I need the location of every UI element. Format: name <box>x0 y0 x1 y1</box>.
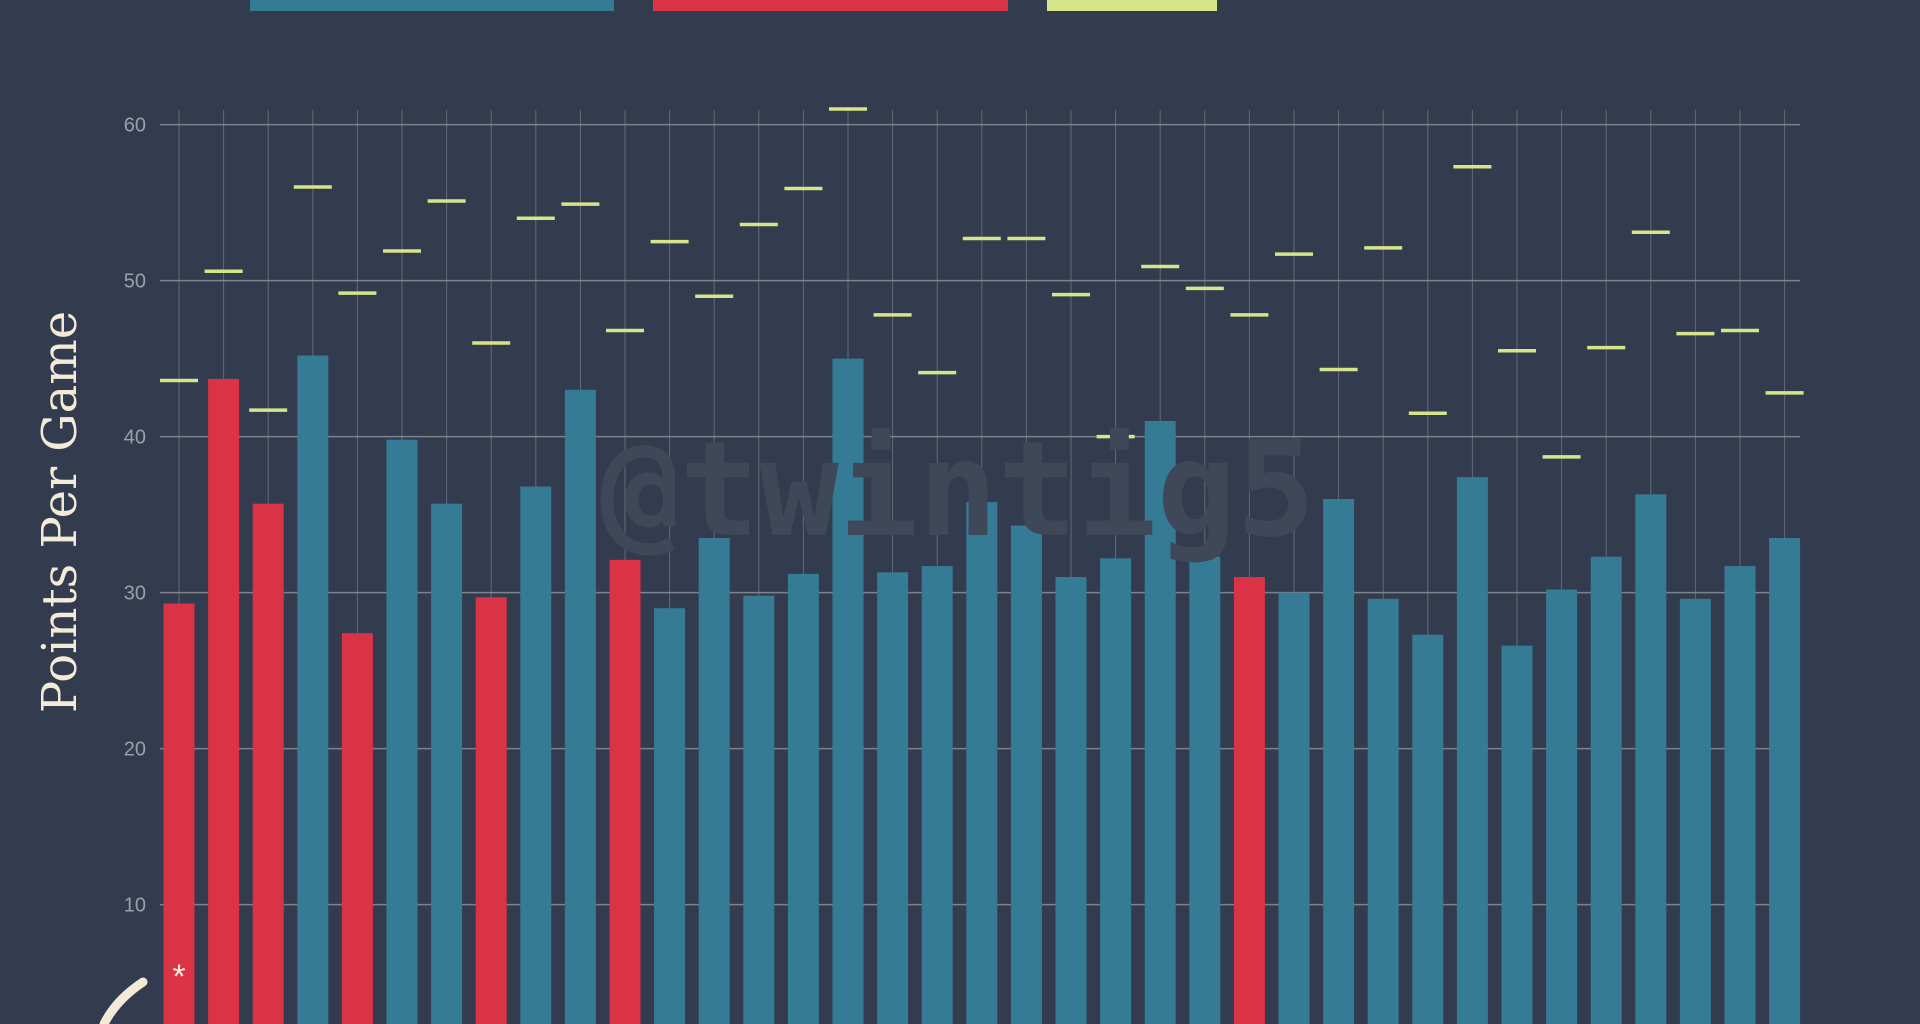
bar <box>1278 592 1310 1024</box>
bar <box>252 503 284 1024</box>
bar <box>787 573 819 1024</box>
bar <box>1233 577 1265 1024</box>
y-tick-label: 40 <box>124 427 146 449</box>
footnote-marker: * <box>172 958 185 996</box>
bar <box>1769 538 1801 1024</box>
bar <box>1456 477 1488 1024</box>
bar <box>1144 421 1176 1024</box>
bar <box>921 566 953 1024</box>
bar <box>564 389 596 1024</box>
legend <box>250 0 1217 11</box>
y-tick-label: 60 <box>124 115 146 137</box>
bar <box>1590 556 1622 1024</box>
y-tick-label: 10 <box>124 895 146 917</box>
bar <box>832 358 864 1024</box>
bar <box>1367 598 1399 1024</box>
y-axis-label: Points Per Game <box>32 311 88 713</box>
bar <box>1679 598 1711 1024</box>
bar <box>1724 566 1756 1024</box>
bar <box>698 538 730 1024</box>
bar <box>743 595 775 1024</box>
y-tick-label: 30 <box>124 583 146 605</box>
bar <box>877 572 909 1024</box>
bar <box>520 486 552 1024</box>
bar <box>1010 525 1042 1024</box>
logo-stroke <box>99 977 148 1024</box>
bar <box>1635 494 1667 1024</box>
bar <box>386 439 418 1024</box>
bar <box>1546 589 1578 1024</box>
bar <box>475 597 507 1024</box>
legend-swatch <box>1047 0 1217 11</box>
legend-swatch <box>250 0 614 11</box>
y-tick-label: 20 <box>124 739 146 761</box>
bar <box>609 559 641 1024</box>
bar <box>1323 499 1355 1024</box>
markers <box>160 107 1804 459</box>
bar <box>341 633 373 1024</box>
bar <box>208 378 240 1024</box>
y-tick-label: 50 <box>124 271 146 293</box>
bar <box>654 608 686 1024</box>
bar <box>163 603 195 1024</box>
bar <box>1412 634 1444 1024</box>
bar <box>1055 577 1087 1024</box>
bars <box>163 355 1801 1024</box>
bar <box>1189 556 1221 1024</box>
watermark: @twintig5 <box>600 413 1315 567</box>
bar <box>1100 558 1132 1024</box>
legend-swatch <box>653 0 1008 11</box>
bar <box>966 502 998 1024</box>
bar <box>297 355 329 1024</box>
bar <box>1501 645 1533 1024</box>
bar <box>431 503 463 1024</box>
